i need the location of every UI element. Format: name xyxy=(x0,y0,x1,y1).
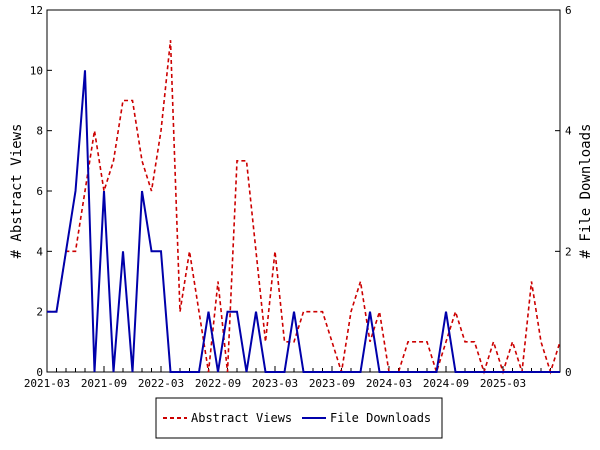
right-tick-label: 4 xyxy=(565,125,572,138)
plot-area xyxy=(46,9,561,373)
left-tick-label: 6 xyxy=(36,185,43,198)
left-axis-ticks: 0 2 4 6 8 10 12 xyxy=(30,4,52,379)
x-tick-label: 2021-03 xyxy=(24,377,70,390)
x-tick-label: 2025-03 xyxy=(480,377,526,390)
right-tick-label: 6 xyxy=(565,4,572,17)
x-tick-label: 2022-09 xyxy=(195,377,241,390)
x-tick-label: 2023-03 xyxy=(252,377,298,390)
x-tick-label: 2021-09 xyxy=(81,377,127,390)
series-lines xyxy=(47,40,561,375)
y2-axis-title: # File Downloads xyxy=(578,124,594,259)
y-axis-title: # Abstract Views xyxy=(9,124,25,259)
right-tick-label: 0 xyxy=(565,366,572,379)
x-tick-label: 2023-09 xyxy=(309,377,355,390)
legend-label-file-downloads: File Downloads xyxy=(330,411,431,425)
left-tick-label: 8 xyxy=(36,125,43,138)
series-line-file-downloads xyxy=(47,70,560,373)
left-tick-label: 12 xyxy=(30,4,43,17)
right-tick-label: 2 xyxy=(565,245,572,258)
left-tick-label: 2 xyxy=(36,306,43,319)
x-tick-label: 2024-03 xyxy=(366,377,412,390)
x-tick-label: 2024-09 xyxy=(423,377,469,390)
left-tick-label: 0 xyxy=(36,366,43,379)
left-tick-label: 4 xyxy=(36,245,43,258)
x-tick-label: 2022-03 xyxy=(138,377,184,390)
legend: Abstract Views File Downloads xyxy=(155,397,443,439)
series-line-abstract-views xyxy=(47,40,561,375)
legend-label-abstract-views: Abstract Views xyxy=(191,411,292,425)
legend-box xyxy=(155,397,443,439)
left-tick-label: 10 xyxy=(30,64,43,77)
